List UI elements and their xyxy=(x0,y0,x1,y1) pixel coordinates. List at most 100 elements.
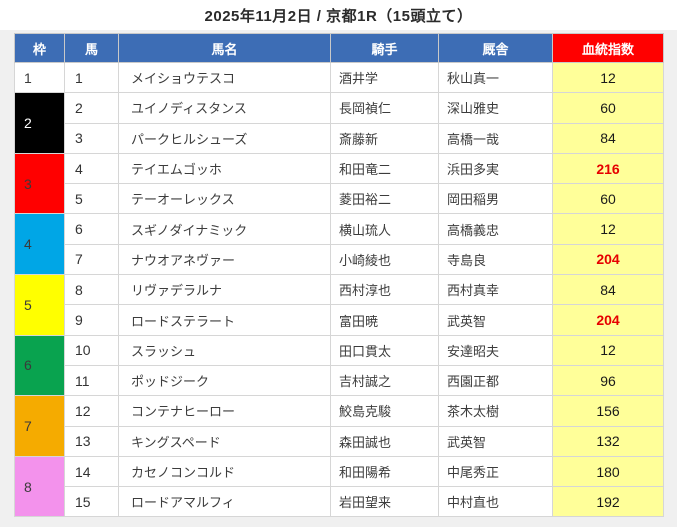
stable-cell: 高橋一哉 xyxy=(438,122,553,154)
stable-cell: 高橋義忠 xyxy=(438,213,553,245)
horse-number-cell: 14 xyxy=(64,455,119,488)
pedigree-index-cell: 156 xyxy=(552,395,664,427)
table-row: 7 12 コンテナヒーロー 鮫島克駿 茶木太樹 156 xyxy=(14,395,664,457)
horse-name-cell: ナウオアネヴァー xyxy=(118,243,331,276)
jockey-cell: 横山琉人 xyxy=(330,213,439,245)
jockey-cell: 斎藤新 xyxy=(330,122,439,154)
pedigree-index-cell: 96 xyxy=(552,364,664,397)
horse-number-cell: 4 xyxy=(64,152,119,185)
jockey-cell: 和田陽希 xyxy=(330,455,439,488)
frame-number-cell: 5 xyxy=(14,274,65,336)
header-pedigree-index: 血統指数 xyxy=(552,33,664,63)
horse-name-cell: メイショウテスコ xyxy=(118,61,331,94)
header-jockey: 騎手 xyxy=(330,33,439,63)
stable-cell: 中尾秀正 xyxy=(438,455,553,488)
pedigree-index-cell: 60 xyxy=(552,183,664,215)
pedigree-index-cell: 204 xyxy=(552,304,664,336)
table-row: 3 4 テイエムゴッホ 和田竜二 浜田多実 216 xyxy=(14,152,664,215)
table-row: 9 ロードステラート 富田暁 武英智 204 xyxy=(15,304,664,336)
stable-cell: 西園正都 xyxy=(438,364,553,397)
header-horse-number: 馬 xyxy=(64,33,119,63)
stable-cell: 深山雅史 xyxy=(438,92,553,124)
table-row: 5 テーオーレックス 菱田裕二 岡田稲男 60 xyxy=(15,183,664,215)
table-row: 13 キングスペード 森田誠也 武英智 132 xyxy=(15,425,664,457)
table-row: 1 1 メイショウテスコ 酒井学 秋山真一 12 xyxy=(14,61,664,94)
stable-cell: 武英智 xyxy=(438,304,553,336)
horse-number-cell: 15 xyxy=(64,486,119,518)
table-row: 4 6 スギノダイナミック 横山琉人 高橋義忠 12 xyxy=(14,213,664,276)
table-row: 7 ナウオアネヴァー 小崎綾也 寺島良 204 xyxy=(15,243,664,276)
header-frame: 枠 xyxy=(14,33,65,63)
pedigree-index-cell: 216 xyxy=(552,152,664,185)
jockey-cell: 長岡禎仁 xyxy=(330,92,439,124)
horse-name-cell: ロードアマルフィ xyxy=(118,486,331,518)
frame-number-cell: 6 xyxy=(14,334,65,397)
horse-number-cell: 9 xyxy=(64,304,119,336)
jockey-cell: 和田竜二 xyxy=(330,152,439,185)
race-card-table: 枠 馬 馬名 騎手 厩舎 血統指数 1 1 メイショウテスコ 酒井学 秋山真一 12 2 2 ユ… xyxy=(14,33,664,518)
jockey-cell: 西村淳也 xyxy=(330,274,439,306)
pedigree-index-cell: 12 xyxy=(552,213,664,245)
frame-number-cell: 3 xyxy=(14,152,65,215)
horse-name-cell: コンテナヒーロー xyxy=(118,395,331,427)
jockey-cell: 鮫島克駿 xyxy=(330,395,439,427)
stable-cell: 西村真幸 xyxy=(438,274,553,306)
horse-name-cell: スラッシュ xyxy=(118,334,331,366)
table-row: 5 8 リヴァデラルナ 西村淳也 西村真幸 84 xyxy=(14,274,664,336)
horse-name-cell: スギノダイナミック xyxy=(118,213,331,245)
pedigree-index-cell: 60 xyxy=(552,92,664,124)
table-row: 8 14 カセノコンコルド 和田陽希 中尾秀正 180 xyxy=(14,455,664,518)
stable-cell: 安達昭夫 xyxy=(438,334,553,366)
horse-name-cell: テーオーレックス xyxy=(118,183,331,215)
pedigree-index-cell: 132 xyxy=(552,425,664,457)
frame-number-cell: 4 xyxy=(14,213,65,276)
pedigree-index-cell: 180 xyxy=(552,455,664,488)
title-band: 2025年11月2日 / 京都1R（15頭立て） xyxy=(0,0,677,30)
jockey-cell: 菱田裕二 xyxy=(330,183,439,215)
jockey-cell: 酒井学 xyxy=(330,61,439,94)
pedigree-index-cell: 84 xyxy=(552,274,664,306)
frame-number-cell: 2 xyxy=(14,92,65,154)
horse-number-cell: 7 xyxy=(64,243,119,276)
jockey-cell: 富田暁 xyxy=(330,304,439,336)
jockey-cell: 森田誠也 xyxy=(330,425,439,457)
stable-cell: 秋山真一 xyxy=(438,61,553,94)
horse-number-cell: 5 xyxy=(64,183,119,215)
frame-number-cell: 8 xyxy=(14,455,65,518)
horse-number-cell: 11 xyxy=(64,364,119,397)
jockey-cell: 吉村誠之 xyxy=(330,364,439,397)
header-horse-name: 馬名 xyxy=(118,33,331,63)
race-table-body: 1 1 メイショウテスコ 酒井学 秋山真一 12 2 2 ユイノディスタンス 長岡禎仁 深山雅史 60… xyxy=(14,61,664,518)
table-row: 3 パークヒルシューズ 斎藤新 高橋一哉 84 xyxy=(15,122,664,154)
jockey-cell: 小崎綾也 xyxy=(330,243,439,276)
horse-name-cell: キングスペード xyxy=(118,425,331,457)
horse-number-cell: 8 xyxy=(64,274,119,306)
horse-number-cell: 6 xyxy=(64,213,119,245)
pedigree-index-cell: 12 xyxy=(552,61,664,94)
horse-name-cell: パークヒルシューズ xyxy=(118,122,331,154)
table-row: 15 ロードアマルフィ 岩田望来 中村直也 192 xyxy=(15,486,664,518)
horse-number-cell: 10 xyxy=(64,334,119,366)
table-row: 11 ポッドジーク 吉村誠之 西園正都 96 xyxy=(15,364,664,397)
stable-cell: 寺島良 xyxy=(438,243,553,276)
jockey-cell: 田口貫太 xyxy=(330,334,439,366)
pedigree-index-cell: 84 xyxy=(552,122,664,154)
horse-number-cell: 2 xyxy=(64,92,119,124)
horse-name-cell: リヴァデラルナ xyxy=(118,274,331,306)
horse-name-cell: ポッドジーク xyxy=(118,364,331,397)
horse-name-cell: テイエムゴッホ xyxy=(118,152,331,185)
stable-cell: 茶木太樹 xyxy=(438,395,553,427)
jockey-cell: 岩田望来 xyxy=(330,486,439,518)
horse-number-cell: 13 xyxy=(64,425,119,457)
pedigree-index-cell: 12 xyxy=(552,334,664,366)
table-header: 枠 馬 馬名 騎手 厩舎 血統指数 xyxy=(14,33,664,63)
stable-cell: 武英智 xyxy=(438,425,553,457)
stable-cell: 中村直也 xyxy=(438,486,553,518)
horse-number-cell: 12 xyxy=(64,395,119,427)
pedigree-index-cell: 192 xyxy=(552,486,664,518)
frame-number-cell: 1 xyxy=(14,61,65,94)
stable-cell: 浜田多実 xyxy=(438,152,553,185)
table-row: 6 10 スラッシュ 田口貫太 安達昭夫 12 xyxy=(14,334,664,397)
page-title: 2025年11月2日 / 京都1R（15頭立て） xyxy=(204,7,473,25)
horse-name-cell: ロードステラート xyxy=(118,304,331,336)
